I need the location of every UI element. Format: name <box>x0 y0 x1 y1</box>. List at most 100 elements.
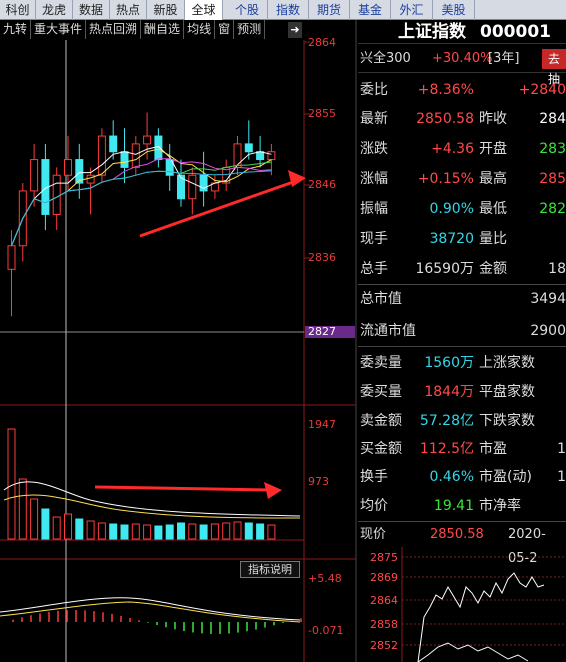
compare-period: [3年] <box>488 51 520 66</box>
nav-tab-4[interactable]: 新股 <box>147 0 185 20</box>
kline-y-label: 2836 <box>308 251 336 264</box>
quote-divider <box>358 521 566 522</box>
quote-value: 38720 <box>429 231 474 247</box>
quote-value: 57.28亿 <box>419 413 474 429</box>
mini-chart-header: 现价 2850.58 2020-05-2 <box>358 523 566 566</box>
quote-label-2: 最高 <box>479 171 507 187</box>
mini-y-label: 2875 <box>370 551 398 564</box>
quote-value: 16590万 <box>415 261 474 277</box>
quote-row: 委比 +8.36% +2840 <box>358 75 566 105</box>
quote-label: 均价 <box>360 498 388 514</box>
quote-row: 委买量 1844万 平盘家数 <box>358 377 566 407</box>
volume-bar <box>199 524 208 540</box>
nav-tab-8[interactable]: 期货 <box>309 0 350 20</box>
volume-bar <box>41 508 50 540</box>
top-nav: 科创 龙虎 数据 热点 新股 全球 个股 指数 期货 基金 外汇 美股 <box>0 0 566 20</box>
nav-tab-0[interactable]: 科创 <box>0 0 36 20</box>
quote-label: 委比 <box>360 82 388 98</box>
ma60-line <box>11 170 272 246</box>
volume-bar <box>233 521 242 540</box>
volume-ma <box>3 481 301 517</box>
nav-tab-7[interactable]: 指数 <box>268 0 309 20</box>
volume-y-label: 1947 <box>308 418 336 431</box>
candle-body <box>233 143 242 168</box>
indicator-y-label: -0.071 <box>308 624 344 637</box>
candle-body <box>143 135 152 145</box>
candle-body <box>7 245 16 270</box>
quote-value: 1560万 <box>424 355 474 371</box>
nav-tab-5[interactable]: 全球 <box>185 0 223 20</box>
annotation-arrow <box>139 179 297 238</box>
candle-body <box>131 143 140 168</box>
indicator-help-button[interactable]: 指标说明 <box>240 561 300 578</box>
go-button[interactable]: 去抽 <box>542 49 566 86</box>
nav-tab-10[interactable]: 外汇 <box>391 0 433 20</box>
nav-tab-9[interactable]: 基金 <box>350 0 391 20</box>
nav-tab-6[interactable]: 个股 <box>227 0 268 20</box>
volume-bar <box>86 520 95 540</box>
volume-bar <box>210 523 219 540</box>
toolbar-item-1[interactable]: 重大事件 <box>31 20 87 39</box>
title-bar: 上证指数 000001 <box>358 20 566 44</box>
mini-price: 2850.58 <box>430 527 484 542</box>
candle-body <box>52 174 61 215</box>
quote-row: 涨幅 +0.15% 最高 285 <box>358 164 566 194</box>
volume-bar <box>177 522 185 540</box>
quote-value: 0.90% <box>429 201 474 217</box>
toolbar-item-0[interactable]: 九转 <box>0 20 32 39</box>
toolbar-arrow-icon[interactable]: ➜ <box>288 22 302 38</box>
quote-label: 最新 <box>360 111 388 127</box>
quote-label-2: 金额 <box>479 261 507 277</box>
compare-name: 兴全300 <box>360 51 411 66</box>
candle-body <box>199 174 208 192</box>
volume-bar <box>222 522 231 540</box>
annotation-arrow-head <box>288 170 306 187</box>
toolbar-item-3[interactable]: 酬自选 <box>141 20 185 39</box>
quote-label: 现手 <box>360 231 388 247</box>
volume-bar <box>97 522 106 540</box>
volume-bar <box>165 524 174 540</box>
volume-bar <box>75 518 84 540</box>
quote-value: +8.36% <box>417 82 474 98</box>
candle-body <box>256 151 265 161</box>
volume-bar <box>52 516 61 540</box>
toolbar-item-6[interactable]: 预测 <box>234 20 266 39</box>
quote-row: 换手 0.46% 市盈(动) 1 <box>358 462 566 492</box>
nav-tab-11[interactable]: 美股 <box>433 0 475 20</box>
quote-label-2: 下跌家数 <box>479 413 535 429</box>
toolbar-item-5[interactable]: 窗 <box>215 20 235 39</box>
candle-body <box>75 159 84 184</box>
quote-divider <box>358 284 566 285</box>
quote-row: 总市值 3494 <box>358 284 566 314</box>
mini-label: 现价 <box>360 527 387 542</box>
nav-tab-3[interactable]: 热点 <box>110 0 147 20</box>
candle-body <box>177 174 185 200</box>
nav-tab-1[interactable]: 龙虎 <box>36 0 73 20</box>
dea-line <box>0 601 301 623</box>
nav-tab-2[interactable]: 数据 <box>73 0 110 20</box>
candle-body <box>244 143 253 153</box>
quote-divider <box>358 346 566 347</box>
volume-bar <box>244 522 253 540</box>
quote-value: 0.46% <box>429 469 474 485</box>
quote-value: 2850.58 <box>416 111 474 127</box>
volume-bar <box>188 523 197 540</box>
volume-bar <box>64 513 72 540</box>
toolbar-item-4[interactable]: 均线 <box>184 20 216 39</box>
quote-value-2: 284 <box>539 111 566 127</box>
annotation-arrow-2 <box>94 485 273 492</box>
volume-bar <box>120 524 129 540</box>
volume-ma <box>3 494 301 519</box>
mini-date: 2020-05-2 <box>508 527 546 566</box>
chart-toolbar: 九转 重大事件 热点回溯 酬自选 均线窗预测 <box>0 20 306 40</box>
quote-row: 均价 19.41 市净率 <box>358 491 566 521</box>
quote-label-2: 上涨家数 <box>479 355 535 371</box>
kline-y-label-current: 2827 <box>305 326 355 338</box>
quote-row: 现手 38720 量比 <box>358 224 566 254</box>
toolbar-item-2[interactable]: 热点回溯 <box>86 20 142 39</box>
quote-row: 涨跌 +4.36 开盘 283 <box>358 134 566 164</box>
candle-body <box>86 174 95 184</box>
kline-y-label: 2864 <box>308 36 336 49</box>
candle-body <box>97 135 106 176</box>
mini-y-label: 2869 <box>370 571 398 584</box>
